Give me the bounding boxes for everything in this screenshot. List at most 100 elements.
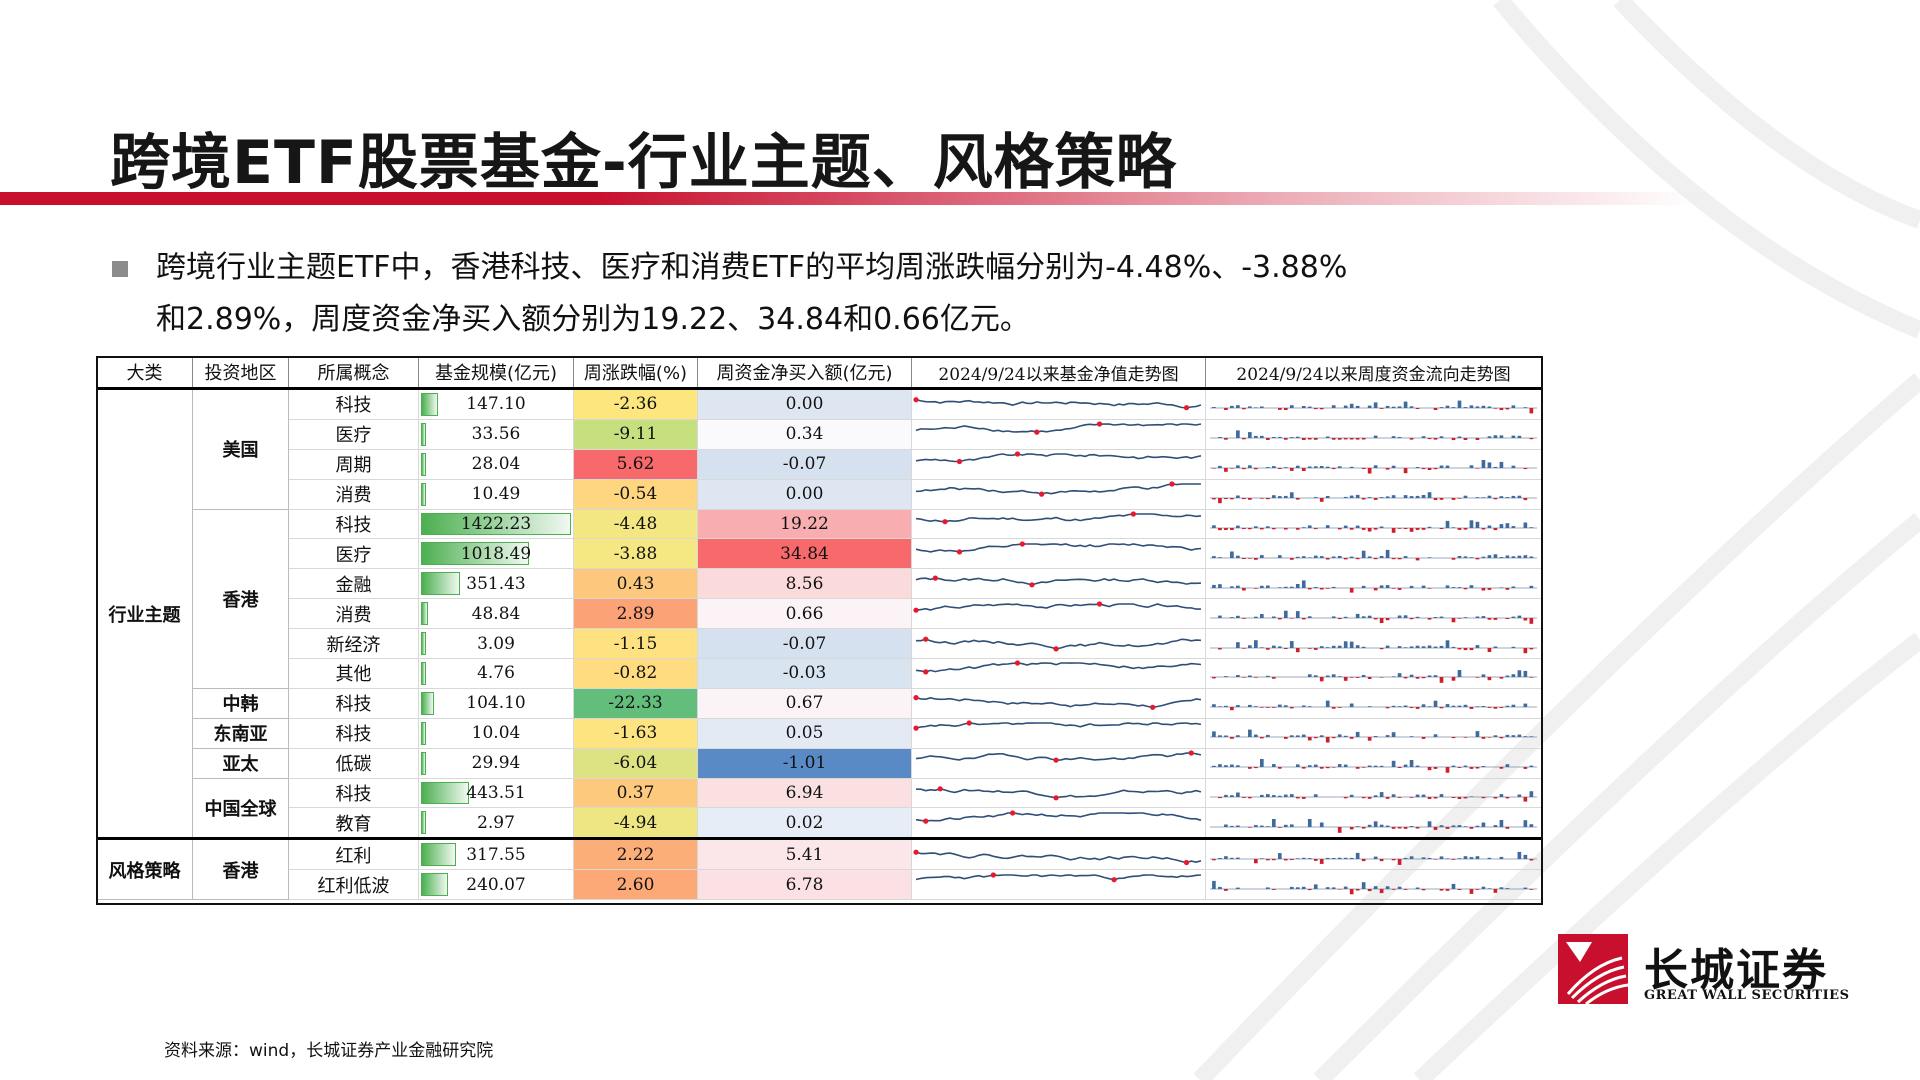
- flow-bar: [1331, 737, 1336, 739]
- company-logo: 长城证券 GREAT WALL SECURITIES: [1558, 934, 1858, 1006]
- flow-bar: [1283, 496, 1288, 499]
- nav-marker: [1039, 491, 1045, 497]
- flow-bar: [1301, 886, 1306, 889]
- flow-bar: [1230, 764, 1234, 768]
- flow-bar: [1397, 645, 1402, 648]
- nav-marker: [1130, 511, 1136, 517]
- flow-bar: [1415, 496, 1420, 499]
- flow-bar: [1212, 584, 1216, 588]
- fund-size-databar: [421, 572, 460, 596]
- table-row: 医疗 1018.49 -3.88 34.84: [97, 538, 1542, 570]
- flow-bar: [1463, 556, 1468, 558]
- flow-bar: [1343, 797, 1348, 799]
- nav-marker: [1014, 451, 1021, 457]
- flow-bar: [1505, 706, 1510, 708]
- flow-bar: [1355, 767, 1360, 769]
- flow-bar: [1379, 526, 1384, 528]
- flow-bar: [1397, 615, 1402, 618]
- flow-bar: [1218, 466, 1222, 469]
- weekly-change-cell: 0.37: [573, 777, 698, 809]
- flow-bar: [1343, 764, 1348, 768]
- flow-bar: [1355, 525, 1360, 528]
- flow-bar: [1248, 729, 1252, 738]
- flow-bar: [1295, 735, 1300, 738]
- flow-bar: [1212, 880, 1216, 889]
- flow-bar: [1427, 526, 1432, 528]
- flow-bar: [1499, 677, 1504, 680]
- flow-bar: [1403, 646, 1408, 648]
- flow-bar: [1367, 737, 1372, 741]
- flow-bar: [1254, 407, 1258, 409]
- flow-bar: [1421, 737, 1426, 740]
- flow-bar: [1373, 528, 1378, 530]
- fund-size-databar: [421, 482, 427, 506]
- flow-bar: [1254, 616, 1258, 618]
- flow-bar: [1349, 794, 1354, 798]
- flow-bar: [1457, 825, 1462, 827]
- flow-bar: [1439, 825, 1444, 827]
- flow-bar: [1313, 675, 1318, 678]
- flow-bar: [1349, 467, 1354, 469]
- flow-bar: [1415, 826, 1420, 829]
- concept-cell: 消费: [288, 478, 419, 510]
- flow-bar: [1307, 674, 1312, 678]
- flow-bar: [1218, 764, 1222, 768]
- header-flow-trend: 2024/9/24以来周度资金流向走势图: [1205, 356, 1542, 390]
- flow-bar: [1224, 676, 1228, 678]
- flow-bar: [1289, 405, 1294, 409]
- flow-bar: [1218, 857, 1222, 859]
- nav-line: [915, 602, 1201, 611]
- flow-bar: [1254, 734, 1258, 738]
- flow-bar: [1248, 644, 1252, 648]
- flow-bar: [1307, 466, 1312, 469]
- flow-bar: [1343, 557, 1348, 560]
- nav-trend-cell: [911, 807, 1206, 840]
- flow-bar: [1493, 435, 1498, 439]
- flow-bar: [1385, 707, 1390, 709]
- flow-bar: [1301, 406, 1306, 409]
- nav-trend-cell: [911, 538, 1206, 570]
- flow-bar: [1361, 858, 1366, 861]
- flow-bar: [1271, 437, 1276, 439]
- flow-bar: [1248, 767, 1252, 769]
- fund-size-databar: [421, 542, 529, 566]
- nav-marker: [990, 872, 996, 878]
- flow-bar: [1415, 887, 1420, 889]
- flow-bar: [1505, 497, 1510, 499]
- concept-cell: 红利低波: [288, 869, 419, 901]
- flow-bar: [1427, 857, 1432, 859]
- flow-bar: [1331, 438, 1336, 441]
- flow-bar: [1529, 888, 1534, 890]
- flow-bar: [1523, 736, 1528, 738]
- flow-bar: [1409, 707, 1414, 709]
- nav-marker: [1019, 541, 1025, 547]
- flow-bar: [1457, 436, 1462, 439]
- flow-trend-cell: [1205, 687, 1542, 719]
- flow-bar: [1301, 617, 1306, 620]
- flow-bar: [1361, 675, 1366, 678]
- flow-bar: [1343, 736, 1348, 738]
- logo-name-en: GREAT WALL SECURITIES: [1644, 988, 1850, 1003]
- nav-marker: [1053, 645, 1059, 652]
- flow-bar: [1331, 616, 1336, 618]
- flow-bar: [1439, 616, 1444, 618]
- flow-bar: [1481, 460, 1486, 469]
- flow-bar: [1224, 735, 1228, 738]
- weekly-change-cell: -1.15: [573, 628, 698, 660]
- flow-bar: [1277, 496, 1282, 499]
- nav-line: [915, 851, 1202, 864]
- nav-line: [916, 637, 1201, 650]
- flow-bar: [1265, 498, 1270, 500]
- flow-bar: [1265, 826, 1270, 827]
- flow-bar: [1373, 435, 1378, 439]
- flow-bar: [1224, 706, 1228, 708]
- flow-bar: [1260, 759, 1264, 768]
- flow-bar: [1487, 525, 1492, 528]
- weekly-flow-cell: 8.56: [697, 568, 912, 600]
- nav-trend-cell: [911, 568, 1206, 600]
- flow-bar: [1331, 405, 1336, 409]
- flow-bar: [1451, 557, 1456, 560]
- fund-size-value: 147.10: [466, 394, 526, 415]
- flow-bar: [1361, 881, 1366, 889]
- flow-bar: [1451, 527, 1456, 528]
